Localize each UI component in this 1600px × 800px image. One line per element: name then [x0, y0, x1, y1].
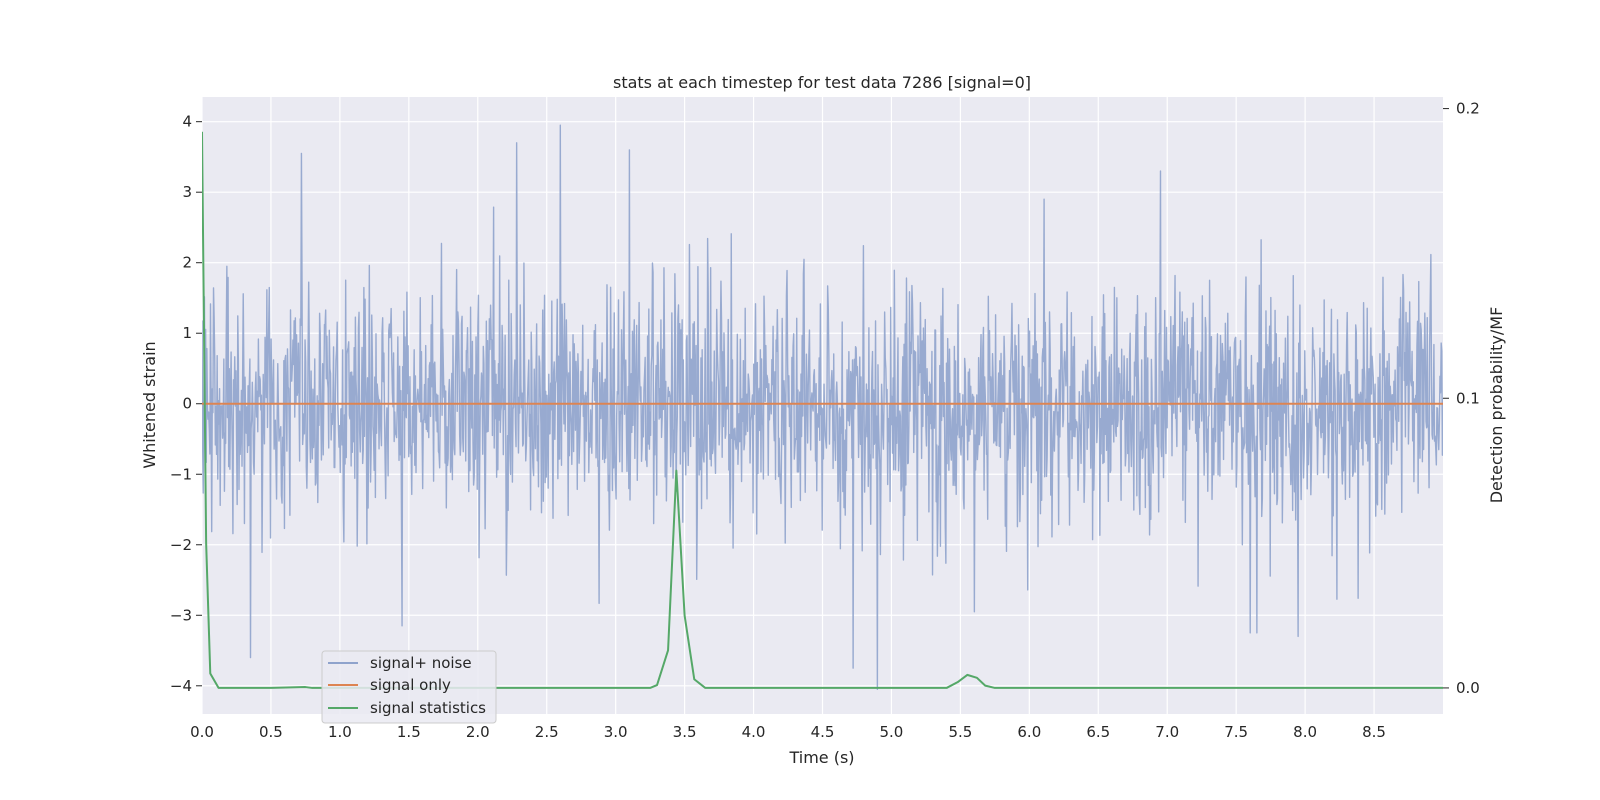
- legend-label-signal-noise: signal+ noise: [370, 654, 472, 672]
- x-tick-label: 4.0: [742, 723, 766, 741]
- x-tick-label: 8.0: [1293, 723, 1317, 741]
- y-tick-label: 0: [182, 395, 192, 413]
- y-right-tick-label: 0.2: [1456, 100, 1480, 118]
- legend-label-signal-statistics: signal statistics: [370, 699, 486, 717]
- series-signal-noise-line: [202, 124, 1443, 691]
- y-tick-label: 3: [182, 183, 192, 201]
- legend-box: [321, 650, 497, 724]
- legend-label-signal-only: signal only: [370, 676, 451, 694]
- x-tick-label: 6.0: [1017, 723, 1041, 741]
- y-right-tick-label: 0.0: [1456, 679, 1480, 697]
- x-tick-label: 0.0: [190, 723, 214, 741]
- x-tick-label: 2.0: [466, 723, 490, 741]
- y-tick-label: −4: [170, 677, 192, 695]
- y-tick-label: −3: [170, 606, 192, 624]
- x-axis-ticks: 0.0 0.5 1.0 1.5 2.0 2.5 3.0 3.5 4.0 4.5 5.0 5.5 6.0 6…: [190, 723, 1386, 741]
- y-tick-label: −1: [170, 465, 192, 483]
- y-tick-label: 1: [182, 324, 192, 342]
- x-tick-label: 5.5: [948, 723, 972, 741]
- y-axis-right-ticks: 0.2 0.1 0.0: [1443, 100, 1480, 697]
- chart-title: stats at each timestep for test data 728…: [613, 73, 1031, 92]
- y-right-tick-label: 0.1: [1456, 389, 1480, 407]
- x-tick-label: 7.0: [1155, 723, 1179, 741]
- y-axis-label: Whitened strain: [140, 341, 159, 468]
- x-tick-label: 3.5: [673, 723, 697, 741]
- y-tick-label: 2: [182, 254, 192, 272]
- y-tick-label: −2: [170, 536, 192, 554]
- y-axis-right-label: Detection probability/MF: [1487, 307, 1506, 504]
- x-tick-label: 1.0: [328, 723, 352, 741]
- x-tick-label: 3.0: [604, 723, 628, 741]
- legend: signal+ noise signal only signal statist…: [321, 650, 497, 724]
- x-axis-label: Time (s): [788, 748, 854, 767]
- x-tick-label: 0.5: [259, 723, 283, 741]
- x-tick-label: 6.5: [1086, 723, 1110, 741]
- x-tick-label: 7.5: [1224, 723, 1248, 741]
- y-axis-ticks: 4 3 2 1 0 −1 −2 −3 −4: [170, 113, 202, 695]
- x-tick-label: 4.5: [811, 723, 835, 741]
- series-signal-statistics-line: [202, 131, 1443, 689]
- x-tick-label: 1.5: [397, 723, 421, 741]
- x-tick-label: 2.5: [535, 723, 559, 741]
- x-tick-label: 8.5: [1362, 723, 1386, 741]
- y-tick-label: 4: [182, 113, 192, 131]
- x-tick-label: 5.0: [880, 723, 904, 741]
